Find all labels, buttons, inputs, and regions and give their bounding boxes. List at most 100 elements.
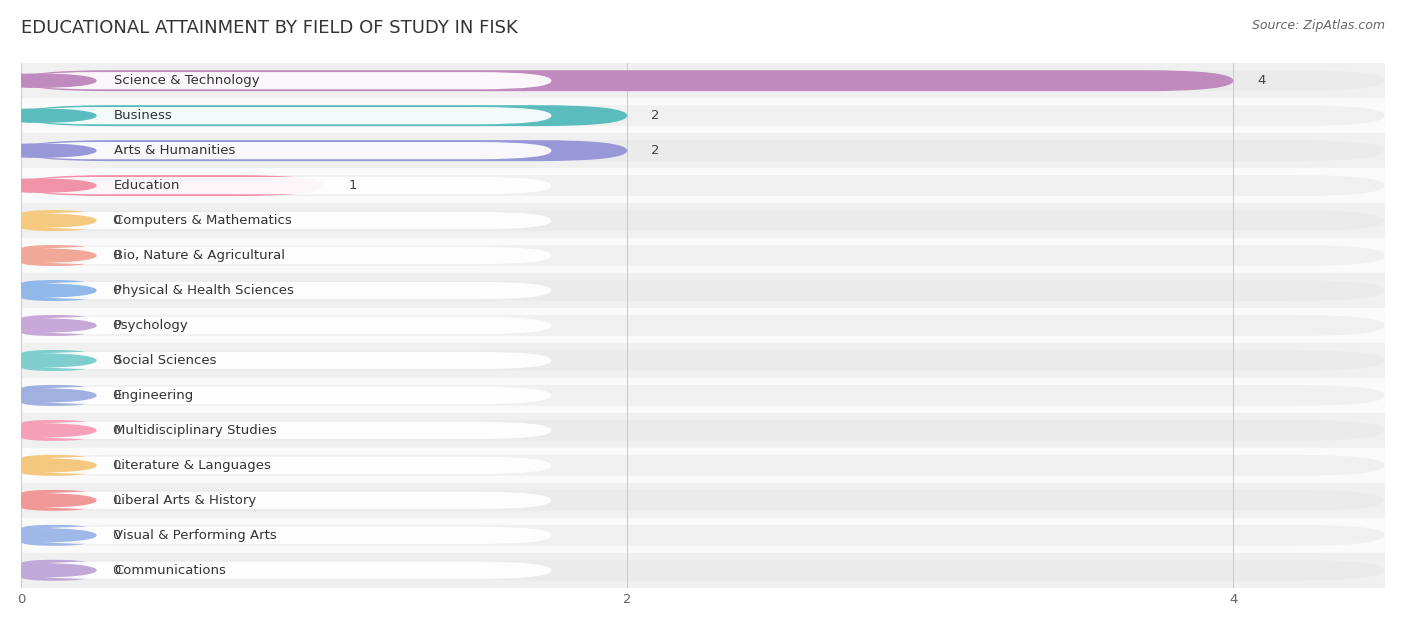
FancyBboxPatch shape xyxy=(21,350,87,371)
Text: 2: 2 xyxy=(651,144,659,157)
FancyBboxPatch shape xyxy=(21,490,1385,511)
Text: 0: 0 xyxy=(112,424,121,437)
FancyBboxPatch shape xyxy=(21,245,87,266)
Text: Engineering: Engineering xyxy=(114,389,194,402)
FancyBboxPatch shape xyxy=(21,70,1233,91)
FancyBboxPatch shape xyxy=(21,105,627,126)
Text: Literature & Languages: Literature & Languages xyxy=(114,459,271,472)
FancyBboxPatch shape xyxy=(21,107,551,125)
Circle shape xyxy=(0,249,96,262)
Text: 2: 2 xyxy=(651,109,659,122)
Circle shape xyxy=(0,144,96,157)
FancyBboxPatch shape xyxy=(21,72,551,89)
FancyBboxPatch shape xyxy=(21,352,551,369)
FancyBboxPatch shape xyxy=(21,457,551,474)
FancyBboxPatch shape xyxy=(21,455,1385,476)
Circle shape xyxy=(0,564,96,577)
Bar xyxy=(21,98,1385,133)
Bar xyxy=(21,553,1385,588)
Text: Arts & Humanities: Arts & Humanities xyxy=(114,144,235,157)
FancyBboxPatch shape xyxy=(21,140,1385,161)
FancyBboxPatch shape xyxy=(21,385,87,406)
Text: Source: ZipAtlas.com: Source: ZipAtlas.com xyxy=(1251,19,1385,32)
Circle shape xyxy=(0,179,96,192)
Bar xyxy=(21,203,1385,238)
FancyBboxPatch shape xyxy=(21,210,1385,231)
FancyBboxPatch shape xyxy=(21,210,87,231)
Bar xyxy=(21,413,1385,448)
Text: 0: 0 xyxy=(112,494,121,507)
Text: EDUCATIONAL ATTAINMENT BY FIELD OF STUDY IN FISK: EDUCATIONAL ATTAINMENT BY FIELD OF STUDY… xyxy=(21,19,517,37)
Text: 0: 0 xyxy=(112,354,121,367)
FancyBboxPatch shape xyxy=(21,525,87,546)
Bar xyxy=(21,133,1385,168)
FancyBboxPatch shape xyxy=(21,280,1385,301)
FancyBboxPatch shape xyxy=(21,315,1385,336)
Circle shape xyxy=(0,109,96,122)
FancyBboxPatch shape xyxy=(21,455,87,476)
Text: Communications: Communications xyxy=(114,564,226,577)
FancyBboxPatch shape xyxy=(21,350,1385,371)
Bar xyxy=(21,273,1385,308)
FancyBboxPatch shape xyxy=(21,177,551,194)
FancyBboxPatch shape xyxy=(21,562,551,579)
Text: Liberal Arts & History: Liberal Arts & History xyxy=(114,494,256,507)
Text: 0: 0 xyxy=(112,214,121,227)
FancyBboxPatch shape xyxy=(21,70,1385,91)
Circle shape xyxy=(0,214,96,227)
Bar xyxy=(21,448,1385,483)
Text: Physical & Health Sciences: Physical & Health Sciences xyxy=(114,284,294,297)
FancyBboxPatch shape xyxy=(21,317,551,334)
Text: Science & Technology: Science & Technology xyxy=(114,74,260,87)
Text: Education: Education xyxy=(114,179,180,192)
Text: 0: 0 xyxy=(112,319,121,332)
Text: Social Sciences: Social Sciences xyxy=(114,354,217,367)
Bar xyxy=(21,378,1385,413)
Text: 0: 0 xyxy=(112,564,121,577)
FancyBboxPatch shape xyxy=(21,422,551,439)
FancyBboxPatch shape xyxy=(21,526,551,544)
Text: 0: 0 xyxy=(112,389,121,402)
Bar xyxy=(21,238,1385,273)
FancyBboxPatch shape xyxy=(21,142,551,159)
Circle shape xyxy=(0,459,96,472)
Circle shape xyxy=(0,319,96,332)
FancyBboxPatch shape xyxy=(21,387,551,404)
FancyBboxPatch shape xyxy=(21,560,87,581)
Circle shape xyxy=(0,389,96,402)
Bar xyxy=(21,518,1385,553)
Text: Bio, Nature & Agricultural: Bio, Nature & Agricultural xyxy=(114,249,285,262)
FancyBboxPatch shape xyxy=(21,492,551,509)
Text: Visual & Performing Arts: Visual & Performing Arts xyxy=(114,529,277,542)
Bar xyxy=(21,308,1385,343)
Circle shape xyxy=(0,529,96,542)
Bar xyxy=(21,63,1385,98)
FancyBboxPatch shape xyxy=(21,315,87,336)
FancyBboxPatch shape xyxy=(21,525,1385,546)
Text: Business: Business xyxy=(114,109,173,122)
Text: 0: 0 xyxy=(112,284,121,297)
Text: 0: 0 xyxy=(112,529,121,542)
Bar xyxy=(21,168,1385,203)
Circle shape xyxy=(0,354,96,367)
FancyBboxPatch shape xyxy=(21,175,325,196)
Circle shape xyxy=(0,74,96,87)
Text: 4: 4 xyxy=(1257,74,1265,87)
FancyBboxPatch shape xyxy=(21,175,1385,196)
Circle shape xyxy=(0,284,96,297)
FancyBboxPatch shape xyxy=(21,105,1385,126)
FancyBboxPatch shape xyxy=(21,420,87,441)
FancyBboxPatch shape xyxy=(21,560,1385,581)
Circle shape xyxy=(0,424,96,437)
FancyBboxPatch shape xyxy=(21,282,551,299)
Text: Psychology: Psychology xyxy=(114,319,188,332)
FancyBboxPatch shape xyxy=(21,212,551,229)
FancyBboxPatch shape xyxy=(21,385,1385,406)
Bar xyxy=(21,343,1385,378)
Text: 0: 0 xyxy=(112,249,121,262)
Text: 1: 1 xyxy=(349,179,357,192)
FancyBboxPatch shape xyxy=(21,420,1385,441)
FancyBboxPatch shape xyxy=(21,247,551,264)
Text: Computers & Mathematics: Computers & Mathematics xyxy=(114,214,292,227)
FancyBboxPatch shape xyxy=(21,280,87,301)
